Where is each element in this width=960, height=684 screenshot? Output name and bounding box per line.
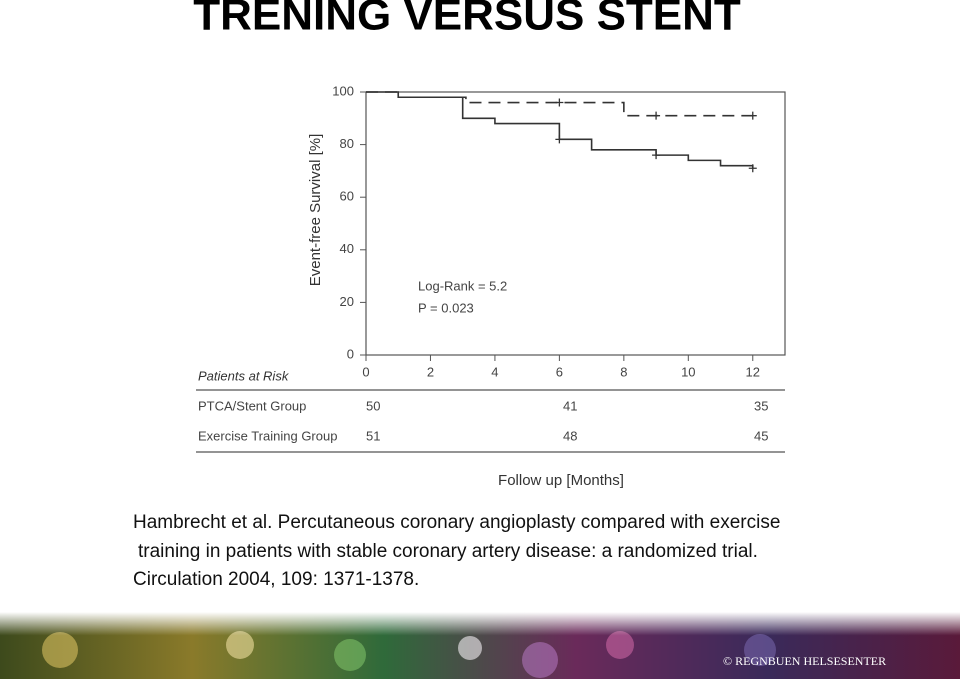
y-tick-label: 0 — [347, 346, 354, 361]
censor-mark — [748, 111, 757, 120]
censor-mark — [748, 164, 757, 173]
risk-row-label: PTCA/Stent Group — [198, 398, 306, 413]
x-tick-label: 8 — [620, 364, 627, 379]
annotation: Log-Rank = 5.2 — [418, 278, 507, 293]
censor-mark — [555, 135, 564, 144]
y-axis-label: Event-free Survival [%] — [307, 134, 324, 287]
risk-count: 51 — [366, 428, 380, 443]
censor-mark — [652, 111, 661, 120]
x-tick-label: 10 — [681, 364, 695, 379]
citation-line: Hambrecht et al. Percutaneous coronary a… — [133, 512, 780, 533]
footer-text: © REGNBUEN HELSESENTER — [723, 654, 886, 668]
x-tick-label: 6 — [556, 364, 563, 379]
y-tick-label: 20 — [340, 294, 354, 309]
y-tick-label: 60 — [340, 189, 354, 204]
footer-band — [0, 612, 960, 679]
censor-mark — [555, 98, 564, 107]
citation-line: training in patients with stable coronar… — [138, 541, 758, 562]
x-tick-label: 12 — [746, 364, 760, 379]
risk-count: 50 — [366, 398, 380, 413]
risk-row-label: Exercise Training Group — [198, 428, 337, 443]
x-tick-label: 0 — [362, 364, 369, 379]
x-tick-label: 2 — [427, 364, 434, 379]
x-axis-label: Follow up [Months] — [498, 472, 624, 489]
risk-count: 41 — [563, 398, 577, 413]
risk-count: 45 — [754, 428, 768, 443]
citation-line: Circulation 2004, 109: 1371-1378. — [133, 569, 419, 590]
y-tick-label: 100 — [332, 83, 354, 98]
risk-table-title: Patients at Risk — [198, 368, 290, 383]
y-tick-label: 80 — [340, 136, 354, 151]
risk-count: 35 — [754, 398, 768, 413]
risk-count: 48 — [563, 428, 577, 443]
y-tick-label: 40 — [340, 241, 354, 256]
x-tick-label: 4 — [491, 364, 498, 379]
annotation: P = 0.023 — [418, 300, 474, 315]
censor-mark — [652, 151, 661, 160]
slide-title: TRENING VERSUS STENT — [193, 0, 741, 40]
plot-frame — [365, 91, 786, 356]
